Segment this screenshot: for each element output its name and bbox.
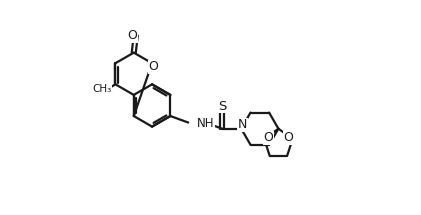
Text: CH₃: CH₃ — [92, 84, 112, 94]
Text: N: N — [238, 118, 247, 131]
Text: NH: NH — [197, 117, 214, 130]
Text: S: S — [218, 100, 226, 113]
Text: O: O — [127, 29, 137, 42]
Text: O: O — [149, 60, 159, 74]
Text: O: O — [283, 131, 293, 144]
Text: O: O — [264, 131, 274, 144]
